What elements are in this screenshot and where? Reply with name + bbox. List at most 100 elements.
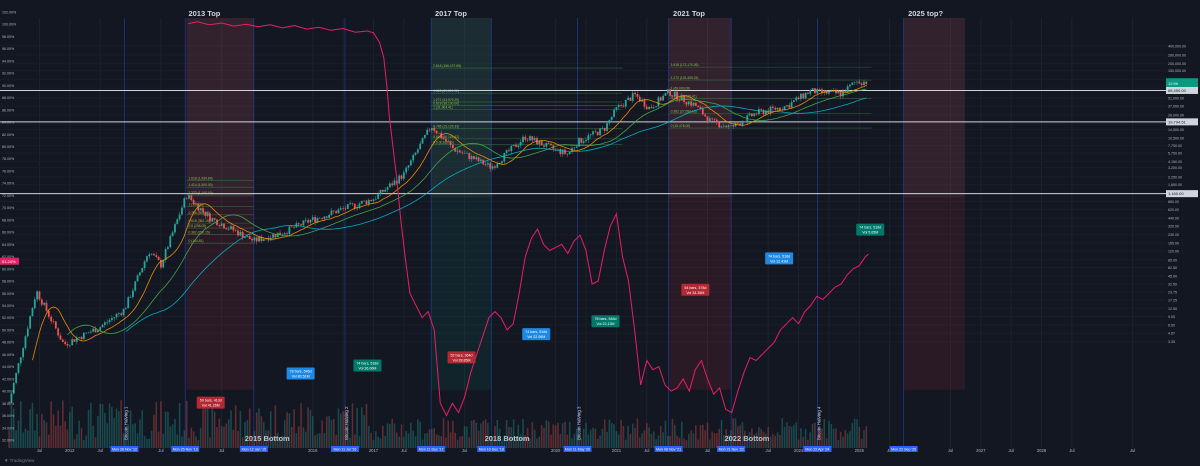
volume-bar xyxy=(809,432,812,448)
volume-bar xyxy=(557,422,559,448)
percent-axis-tick: 92.00% xyxy=(2,72,15,76)
candle-body xyxy=(757,109,760,115)
candle-body xyxy=(543,145,545,147)
candle-body xyxy=(811,88,814,91)
moving-average-long xyxy=(125,97,867,332)
candle-body xyxy=(564,149,566,154)
volume-bar xyxy=(622,425,625,448)
candle-body xyxy=(141,267,144,273)
candle-body xyxy=(797,97,800,99)
percent-axis-tick: 56.00% xyxy=(2,292,15,296)
candle-body xyxy=(856,81,858,83)
candle-body xyxy=(601,127,604,129)
volume-bar xyxy=(776,432,779,448)
volume-bar xyxy=(407,433,410,448)
cycle-title: 2013 Top xyxy=(188,9,220,18)
candle-body xyxy=(262,239,265,242)
volume-bar xyxy=(564,421,566,448)
tradingview-watermark: ▼ TradingView xyxy=(4,458,34,463)
candle-body xyxy=(409,160,412,166)
cycle-title: 2021 Top xyxy=(673,9,705,18)
candle-body xyxy=(715,119,718,123)
candle-body xyxy=(87,332,90,334)
candle-body xyxy=(337,209,340,214)
volume-bar xyxy=(786,422,788,448)
date-marker-label: Mon 11 May '20 xyxy=(565,448,590,452)
volume-bar xyxy=(169,426,172,448)
volume-bar xyxy=(417,419,419,448)
percent-axis-tick: 42.00% xyxy=(2,377,15,381)
cycle-stats-bars: 74 bars, 518d xyxy=(525,330,547,334)
percent-axis-tick: 38.00% xyxy=(2,402,15,406)
candle-body xyxy=(629,97,632,101)
candle-body xyxy=(774,107,777,110)
volume-bar xyxy=(31,402,34,448)
candle-body xyxy=(771,106,774,108)
candle-body xyxy=(550,143,552,146)
volume-bar xyxy=(281,435,284,448)
candle-body xyxy=(463,153,466,154)
cycle-stats-volume: Vol 22.13M xyxy=(596,322,614,326)
volume-bar xyxy=(199,427,202,448)
time-axis-tick: Jul xyxy=(705,448,710,453)
candle-body xyxy=(185,198,188,199)
volume-bar xyxy=(141,410,144,448)
volume-bar xyxy=(526,427,529,448)
volume-bar xyxy=(510,427,513,448)
fib-level-label: 0.786 (503.00) xyxy=(188,211,209,215)
cycle-stats-volume: Vol 28.85M xyxy=(453,358,471,362)
candle-body xyxy=(522,136,524,142)
candle-body xyxy=(622,105,625,107)
volume-bar xyxy=(456,439,459,448)
volume-bar xyxy=(241,437,244,448)
volume-bar xyxy=(164,411,167,448)
candle-body xyxy=(106,322,109,323)
price-axis-tick: 26,000.00 xyxy=(1168,113,1184,117)
volume-bar xyxy=(24,428,27,448)
volume-bar xyxy=(650,433,653,448)
volume-bar xyxy=(512,419,515,448)
candle-body xyxy=(608,119,611,124)
volume-bar xyxy=(220,425,223,448)
candle-body xyxy=(204,211,207,216)
volume-bar xyxy=(594,428,597,448)
candle-body xyxy=(437,133,440,134)
volume-bar xyxy=(62,400,64,448)
volume-bar xyxy=(463,426,466,448)
candle-body xyxy=(690,101,693,106)
candle-body xyxy=(73,339,76,342)
volume-bar xyxy=(477,430,480,448)
candle-body xyxy=(80,337,83,340)
candle-body xyxy=(122,308,125,316)
candle-body xyxy=(711,118,714,120)
volume-bar xyxy=(484,419,487,448)
candle-body xyxy=(748,113,751,116)
volume-bar xyxy=(26,430,29,448)
volume-bar xyxy=(825,438,828,448)
bottom-title: 2018 Bottom xyxy=(485,434,530,443)
volume-bar xyxy=(559,434,562,448)
volume-bar xyxy=(578,436,580,448)
volume-bar xyxy=(699,425,702,448)
candle-body xyxy=(428,129,431,131)
candle-body xyxy=(645,106,648,110)
volume-bar xyxy=(66,429,69,448)
candle-body xyxy=(328,214,331,218)
volume-bar xyxy=(83,439,85,448)
volume-bar xyxy=(174,418,176,448)
candle-body xyxy=(526,139,529,141)
volume-bar xyxy=(146,438,148,448)
candle-body xyxy=(860,83,863,86)
candle-body xyxy=(330,210,333,215)
volume-bar xyxy=(396,432,398,448)
candle-body xyxy=(531,136,534,141)
candle-body xyxy=(657,97,660,107)
cycle-stats-box xyxy=(681,283,710,296)
volume-bar xyxy=(774,435,777,448)
candle-body xyxy=(704,114,707,117)
volume-bar xyxy=(730,430,732,448)
halving-label: Bitcoin Halving 4 xyxy=(816,406,821,440)
volume-bar xyxy=(230,410,232,448)
candle-body xyxy=(414,152,417,155)
